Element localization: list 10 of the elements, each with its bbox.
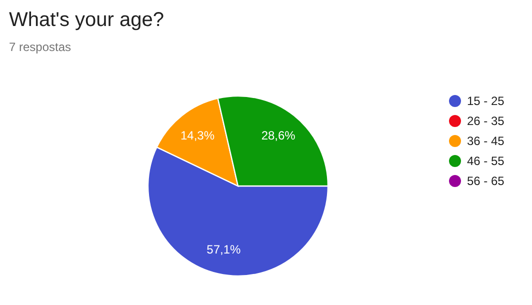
data-label: 14,3% [180, 128, 215, 143]
chart-title: What's your age? [9, 9, 164, 31]
text: 7 respostas [9, 40, 72, 54]
legend-label: 15 - 25 [467, 94, 505, 108]
data-label: 28,6% [261, 128, 296, 142]
legend-label: 36 - 45 [467, 134, 505, 148]
data-label: 57,1% [206, 242, 242, 256]
legend-label: 56 - 65 [467, 174, 505, 188]
legend-label: 26 - 35 [467, 114, 505, 128]
legend-label: 46 - 55 [467, 154, 505, 168]
